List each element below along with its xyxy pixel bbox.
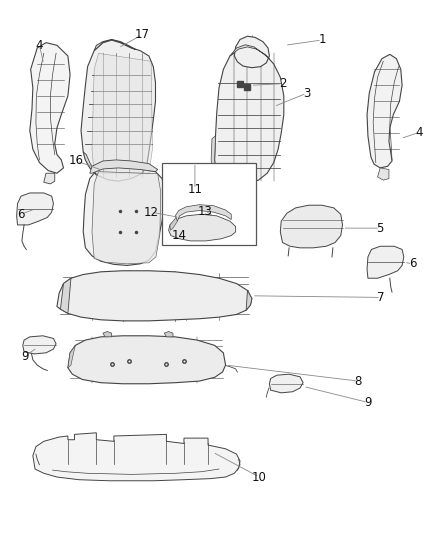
Polygon shape (30, 43, 70, 173)
Text: 5: 5 (377, 222, 384, 235)
Polygon shape (378, 168, 389, 180)
Polygon shape (246, 290, 252, 310)
Text: 6: 6 (17, 208, 25, 221)
Polygon shape (81, 40, 155, 181)
Polygon shape (68, 345, 75, 368)
Polygon shape (92, 172, 161, 264)
Polygon shape (17, 193, 53, 225)
Polygon shape (170, 217, 177, 230)
Polygon shape (280, 205, 343, 248)
Polygon shape (68, 336, 226, 384)
Polygon shape (215, 47, 284, 183)
Polygon shape (83, 168, 164, 265)
Text: 14: 14 (171, 229, 186, 242)
Text: 10: 10 (252, 471, 267, 483)
Polygon shape (92, 53, 152, 173)
Polygon shape (83, 152, 96, 175)
Polygon shape (169, 214, 236, 241)
Polygon shape (269, 374, 303, 393)
Polygon shape (90, 160, 158, 173)
Text: 3: 3 (303, 87, 310, 100)
Text: 11: 11 (187, 183, 202, 196)
Polygon shape (23, 336, 56, 354)
Polygon shape (367, 54, 402, 168)
Text: 7: 7 (377, 291, 385, 304)
Polygon shape (94, 39, 136, 51)
Text: 9: 9 (364, 396, 372, 409)
Text: 2: 2 (279, 77, 286, 90)
Polygon shape (175, 205, 231, 221)
Text: 16: 16 (69, 155, 84, 167)
Polygon shape (164, 332, 173, 337)
Text: 13: 13 (198, 205, 212, 217)
Polygon shape (230, 45, 269, 59)
Polygon shape (44, 173, 55, 184)
Polygon shape (60, 278, 71, 313)
Polygon shape (57, 271, 252, 321)
Text: 4: 4 (35, 39, 43, 52)
Text: 4: 4 (416, 126, 424, 139)
Text: 1: 1 (318, 34, 326, 46)
Text: 6: 6 (409, 257, 417, 270)
Bar (162, 163, 256, 245)
Polygon shape (234, 36, 269, 68)
Text: 9: 9 (21, 350, 29, 362)
Text: 8: 8 (355, 375, 362, 387)
Text: 17: 17 (135, 28, 150, 41)
Text: 12: 12 (144, 206, 159, 219)
Polygon shape (33, 433, 240, 481)
Polygon shape (367, 246, 404, 278)
Polygon shape (103, 332, 112, 337)
Polygon shape (211, 136, 217, 181)
